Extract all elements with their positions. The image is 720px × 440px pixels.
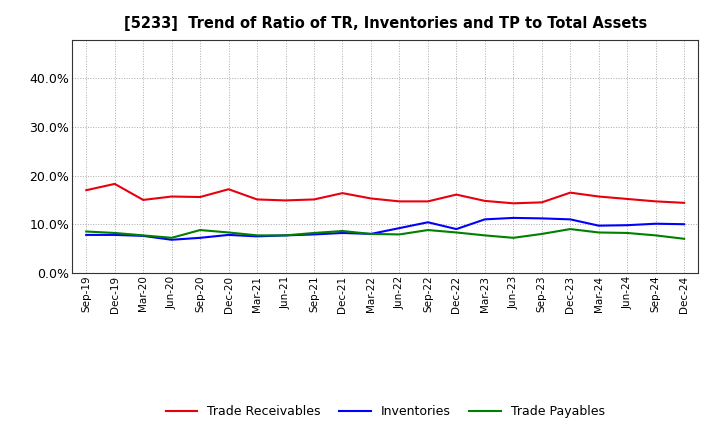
- Trade Payables: [623, 230, 631, 235]
- Trade Payables: [509, 235, 518, 240]
- Trade Receivables: [423, 199, 432, 204]
- Trade Receivables: [680, 200, 688, 205]
- Trade Receivables: [110, 181, 119, 187]
- Inventories: [196, 235, 204, 240]
- Inventories: [652, 221, 660, 226]
- Trade Payables: [566, 227, 575, 232]
- Trade Payables: [480, 233, 489, 238]
- Inventories: [253, 234, 261, 239]
- Inventories: [82, 232, 91, 238]
- Inventories: [282, 233, 290, 238]
- Inventories: [452, 227, 461, 232]
- Trade Payables: [282, 233, 290, 238]
- Trade Receivables: [623, 196, 631, 202]
- Trade Receivables: [452, 192, 461, 197]
- Inventories: [366, 231, 375, 237]
- Inventories: [395, 225, 404, 231]
- Inventories: [537, 216, 546, 221]
- Inventories: [225, 232, 233, 238]
- Inventories: [595, 223, 603, 228]
- Trade Payables: [680, 236, 688, 242]
- Legend: Trade Receivables, Inventories, Trade Payables: Trade Receivables, Inventories, Trade Pa…: [161, 400, 610, 423]
- Inventories: [139, 233, 148, 238]
- Trade Receivables: [196, 194, 204, 200]
- Trade Receivables: [480, 198, 489, 204]
- Inventories: [167, 237, 176, 242]
- Inventories: [423, 220, 432, 225]
- Trade Receivables: [338, 191, 347, 196]
- Trade Payables: [310, 230, 318, 235]
- Inventories: [623, 223, 631, 228]
- Trade Payables: [225, 230, 233, 235]
- Trade Receivables: [509, 201, 518, 206]
- Trade Payables: [196, 227, 204, 233]
- Trade Receivables: [82, 187, 91, 193]
- Trade Receivables: [310, 197, 318, 202]
- Trade Payables: [395, 232, 404, 237]
- Inventories: [310, 232, 318, 237]
- Trade Receivables: [537, 200, 546, 205]
- Line: Inventories: Inventories: [86, 218, 684, 240]
- Trade Receivables: [253, 197, 261, 202]
- Trade Payables: [452, 230, 461, 235]
- Trade Payables: [82, 229, 91, 234]
- Trade Receivables: [139, 197, 148, 202]
- Trade Payables: [167, 235, 176, 240]
- Inventories: [338, 230, 347, 235]
- Trade Receivables: [566, 190, 575, 195]
- Line: Trade Payables: Trade Payables: [86, 229, 684, 239]
- Inventories: [566, 217, 575, 222]
- Inventories: [110, 232, 119, 238]
- Trade Payables: [338, 228, 347, 234]
- Trade Receivables: [595, 194, 603, 199]
- Inventories: [509, 215, 518, 220]
- Trade Receivables: [652, 199, 660, 204]
- Trade Payables: [110, 230, 119, 235]
- Inventories: [680, 222, 688, 227]
- Trade Receivables: [225, 187, 233, 192]
- Line: Trade Receivables: Trade Receivables: [86, 184, 684, 203]
- Trade Payables: [652, 233, 660, 238]
- Trade Receivables: [395, 199, 404, 204]
- Trade Payables: [253, 233, 261, 238]
- Trade Payables: [139, 233, 148, 238]
- Trade Payables: [595, 230, 603, 235]
- Trade Payables: [366, 231, 375, 237]
- Trade Payables: [423, 227, 432, 233]
- Title: [5233]  Trend of Ratio of TR, Inventories and TP to Total Assets: [5233] Trend of Ratio of TR, Inventories…: [124, 16, 647, 32]
- Trade Payables: [537, 231, 546, 237]
- Trade Receivables: [167, 194, 176, 199]
- Trade Receivables: [366, 196, 375, 201]
- Trade Receivables: [282, 198, 290, 203]
- Inventories: [480, 217, 489, 222]
